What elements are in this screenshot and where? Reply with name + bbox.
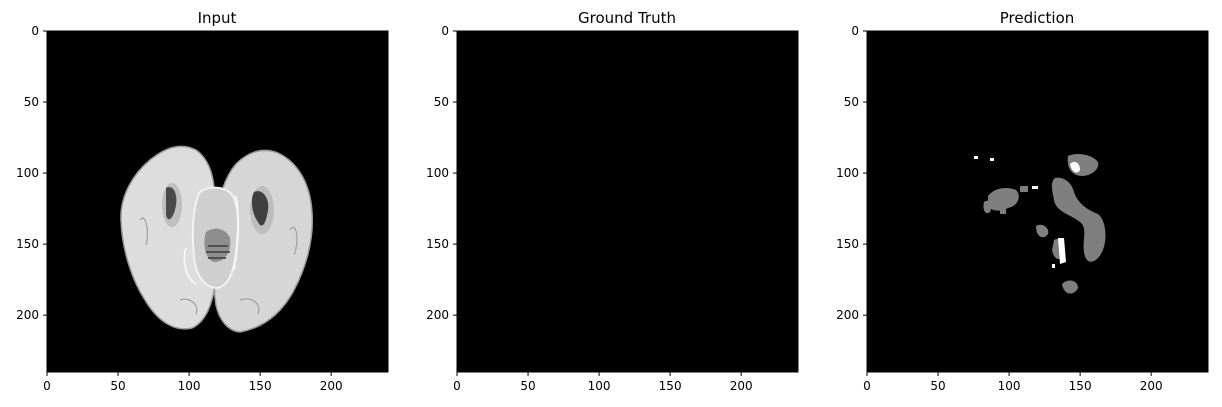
panel-title-input: Input <box>198 9 237 27</box>
segmentation-mask <box>974 154 1106 294</box>
y-tick-label: 150 <box>16 237 39 251</box>
x-tick-label: 150 <box>249 379 272 393</box>
x-tick-label: 150 <box>659 379 682 393</box>
x-tick-label: 150 <box>1069 379 1092 393</box>
brain-slice-image <box>120 145 314 333</box>
x-tick-label: 100 <box>588 379 611 393</box>
panel-title-prediction: Prediction <box>1000 9 1075 27</box>
x-tick-label: 100 <box>998 379 1021 393</box>
y-tick-label: 0 <box>441 24 449 38</box>
x-axis-prediction: 0 50 100 150 200 <box>863 372 1163 393</box>
x-tick-label: 50 <box>520 379 535 393</box>
x-tick-label: 0 <box>453 379 461 393</box>
y-tick-label: 0 <box>851 24 859 38</box>
x-tick-label: 0 <box>863 379 871 393</box>
y-tick-label: 0 <box>31 24 39 38</box>
x-tick-label: 50 <box>930 379 945 393</box>
x-axis-input: 0 50 100 150 200 <box>43 372 343 393</box>
y-tick-label: 100 <box>426 166 449 180</box>
y-tick-label: 100 <box>836 166 859 180</box>
y-tick-label: 100 <box>16 166 39 180</box>
x-tick-label: 0 <box>43 379 51 393</box>
x-tick-label: 100 <box>178 379 201 393</box>
panel-title-ground-truth: Ground Truth <box>578 9 676 27</box>
image-area-ground-truth <box>456 30 799 373</box>
y-tick-label: 200 <box>836 308 859 322</box>
panel-input: Input 0 50 100 150 200 0 50 100 150 200 <box>16 9 389 393</box>
y-axis-prediction: 0 50 100 150 200 <box>836 24 867 322</box>
y-axis-ground-truth: 0 50 100 150 200 <box>426 24 457 322</box>
y-tick-label: 200 <box>426 308 449 322</box>
y-tick-label: 50 <box>844 95 859 109</box>
x-tick-label: 200 <box>730 379 753 393</box>
panel-ground-truth: Ground Truth 0 50 100 150 200 0 50 100 150 200 <box>426 9 799 393</box>
y-tick-label: 150 <box>836 237 859 251</box>
image-area-prediction <box>866 30 1209 373</box>
y-axis-input: 0 50 100 150 200 <box>16 24 47 322</box>
x-tick-label: 200 <box>320 379 343 393</box>
y-tick-label: 50 <box>24 95 39 109</box>
x-axis-ground-truth: 0 50 100 150 200 <box>453 372 753 393</box>
y-tick-label: 150 <box>426 237 449 251</box>
y-tick-label: 200 <box>16 308 39 322</box>
x-tick-label: 50 <box>110 379 125 393</box>
y-tick-label: 50 <box>434 95 449 109</box>
x-tick-label: 200 <box>1140 379 1163 393</box>
panel-prediction: Prediction 0 50 100 150 200 0 50 100 150 200 <box>836 9 1209 393</box>
